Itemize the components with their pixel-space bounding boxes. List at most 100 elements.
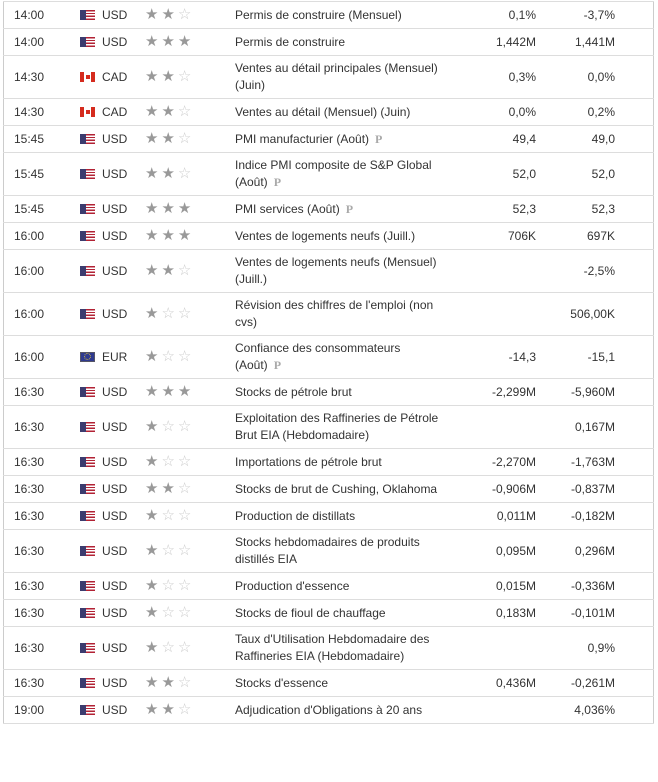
event-previous: 0,296M: [536, 529, 654, 573]
event-time: 16:00: [3, 222, 80, 250]
event-name-link[interactable]: Taux d'Utilisation Hebdomadaire des Raff…: [235, 632, 430, 663]
event-name-link[interactable]: Ventes au détail principales (Mensuel) (…: [235, 61, 438, 92]
event-previous: -0,101M: [536, 599, 654, 627]
flag-us-icon: [80, 545, 95, 556]
currency-code: USD: [102, 228, 128, 243]
event-forecast: 0,3%: [451, 55, 536, 99]
event-row[interactable]: 14:30 CAD ★ ★ ☆ Ventes au détail (Mensuel) (J…: [3, 98, 654, 126]
event-row[interactable]: 16:30 USD ★ ★ ☆ Stocks de brut de Cushing, Ok…: [3, 475, 654, 503]
event-name-link[interactable]: Production de distillats: [235, 508, 356, 523]
event-row[interactable]: 15:45 USD ★ ★ ☆ Indice PMI composite de S&P G…: [3, 152, 654, 196]
star-filled-icon: ★: [145, 348, 159, 365]
event-name-cell: PMI services (Août) P: [235, 195, 451, 223]
currency-code: USD: [102, 263, 128, 278]
event-previous: -3,7%: [536, 1, 654, 29]
event-row[interactable]: 16:30 USD ★ ☆ ☆ Exploitation des Raffineries …: [3, 405, 654, 449]
event-previous: 0,167M: [536, 405, 654, 449]
event-name-link[interactable]: Importations de pétrole brut: [235, 454, 382, 469]
event-currency: CAD: [80, 98, 145, 126]
event-currency: USD: [80, 125, 145, 153]
event-row[interactable]: 16:00 EUR ★ ☆ ☆ Confiance des consommateurs (…: [3, 335, 654, 379]
event-name-link[interactable]: Ventes au détail (Mensuel) (Juin): [235, 104, 411, 119]
event-row[interactable]: 14:00 USD ★ ★ ☆ Permis de construire (Mensuel…: [3, 1, 654, 29]
event-row[interactable]: 16:00 USD ★ ☆ ☆ Révision des chiffres de l'em…: [3, 292, 654, 336]
event-row[interactable]: 16:30 USD ★ ☆ ☆ Stocks de fioul de chauffage 0…: [3, 599, 654, 627]
event-currency: USD: [80, 292, 145, 336]
star-filled-icon: ★: [145, 103, 159, 120]
event-row[interactable]: 16:00 USD ★ ★ ☆ Ventes de logements neufs (Me…: [3, 249, 654, 293]
event-name-cell: Stocks hebdomadaires de produits distill…: [235, 529, 451, 573]
event-name-link[interactable]: Permis de construire: [235, 34, 346, 49]
currency-code: USD: [102, 675, 128, 690]
event-name-link[interactable]: Stocks hebdomadaires de produits distill…: [235, 535, 420, 566]
event-row[interactable]: 16:30 USD ★ ☆ ☆ Stocks hebdomadaires de produ…: [3, 529, 654, 573]
event-currency: USD: [80, 1, 145, 29]
importance-stars: ★ ★ ★: [145, 378, 235, 406]
flag-ca-icon: [80, 71, 95, 82]
star-empty-icon: ☆: [161, 305, 175, 322]
flag-us-icon: [80, 133, 95, 144]
event-name-link[interactable]: Stocks d'essence: [235, 675, 329, 690]
event-name-cell: Ventes de logements neufs (Mensuel) (Jui…: [235, 249, 451, 293]
star-empty-icon: ☆: [177, 639, 192, 656]
flag-us-icon: [80, 308, 95, 319]
event-time: 15:45: [3, 125, 80, 153]
star-filled-icon: ★: [145, 674, 159, 691]
event-time: 15:45: [3, 152, 80, 196]
preliminary-icon: P: [375, 131, 383, 146]
star-filled-icon: ★: [145, 701, 159, 718]
currency-code: CAD: [102, 69, 128, 84]
star-filled-icon: ★: [177, 33, 192, 50]
event-name-link[interactable]: Ventes de logements neufs (Juill.): [235, 228, 416, 243]
event-currency: USD: [80, 696, 145, 724]
event-row[interactable]: 14:30 CAD ★ ★ ☆ Ventes au détail principales …: [3, 55, 654, 99]
event-name-link[interactable]: Stocks de fioul de chauffage: [235, 605, 386, 620]
star-empty-icon: ☆: [177, 130, 192, 147]
currency-code: CAD: [102, 104, 128, 119]
event-name-link[interactable]: PMI services (Août): [235, 201, 340, 216]
event-forecast: 49,4: [451, 125, 536, 153]
star-filled-icon: ★: [161, 701, 175, 718]
event-row[interactable]: 16:30 USD ★ ☆ ☆ Production d'essence 0,015M -0,…: [3, 572, 654, 600]
star-filled-icon: ★: [161, 480, 175, 497]
event-row[interactable]: 16:30 USD ★ ☆ ☆ Production de distillats 0,011…: [3, 502, 654, 530]
event-currency: USD: [80, 28, 145, 56]
event-forecast: [451, 626, 536, 670]
importance-stars: ★ ★ ☆: [145, 249, 235, 293]
event-row[interactable]: 16:30 USD ★ ☆ ☆ Taux d'Utilisation Hebdomadai…: [3, 626, 654, 670]
importance-stars: ★ ★ ☆: [145, 55, 235, 99]
event-time: 16:30: [3, 626, 80, 670]
event-name-cell: Stocks de fioul de chauffage: [235, 599, 451, 627]
event-row[interactable]: 14:00 USD ★ ★ ★ Permis de construire 1,442M 1,4…: [3, 28, 654, 56]
star-filled-icon: ★: [145, 130, 159, 147]
event-name-link[interactable]: Production d'essence: [235, 578, 350, 593]
event-row[interactable]: 19:00 USD ★ ★ ☆ Adjudication d'Obligations à …: [3, 696, 654, 724]
event-name-cell: Production d'essence: [235, 572, 451, 600]
event-name-link[interactable]: Stocks de pétrole brut: [235, 384, 352, 399]
event-name-link[interactable]: Confiance des consommateurs (Août): [235, 341, 401, 372]
importance-stars: ★ ★ ☆: [145, 475, 235, 503]
event-time: 16:30: [3, 502, 80, 530]
star-empty-icon: ☆: [177, 701, 192, 718]
star-filled-icon: ★: [161, 200, 175, 217]
event-name-link[interactable]: Stocks de brut de Cushing, Oklahoma: [235, 481, 438, 496]
event-row[interactable]: 16:30 USD ★ ★ ☆ Stocks d'essence 0,436M -0,261M: [3, 669, 654, 697]
event-previous: 52,3: [536, 195, 654, 223]
event-row[interactable]: 16:30 USD ★ ★ ★ Stocks de pétrole brut -2,299M…: [3, 378, 654, 406]
importance-stars: ★ ★ ★: [145, 195, 235, 223]
event-row[interactable]: 15:45 USD ★ ★ ★ PMI services (Août) P 52,3 52,3: [3, 195, 654, 223]
event-name-link[interactable]: Révision des chiffres de l'emploi (non c…: [235, 298, 434, 329]
event-name-link[interactable]: Adjudication d'Obligations à 20 ans: [235, 702, 423, 717]
event-name-link[interactable]: PMI manufacturier (Août): [235, 131, 370, 146]
event-name-cell: Permis de construire (Mensuel): [235, 1, 451, 29]
importance-stars: ★ ☆ ☆: [145, 572, 235, 600]
event-name-link[interactable]: Indice PMI composite de S&P Global (Août…: [235, 158, 432, 189]
event-row[interactable]: 15:45 USD ★ ★ ☆ PMI manufacturier (Août) P 49,4…: [3, 125, 654, 153]
event-name-link[interactable]: Permis de construire (Mensuel): [235, 7, 402, 22]
event-row[interactable]: 16:00 USD ★ ★ ★ Ventes de logements neufs (Ju…: [3, 222, 654, 250]
event-row[interactable]: 16:30 USD ★ ☆ ☆ Importations de pétrole brut -…: [3, 448, 654, 476]
event-forecast: -2,299M: [451, 378, 536, 406]
event-name-link[interactable]: Ventes de logements neufs (Mensuel) (Jui…: [235, 255, 437, 286]
currency-code: USD: [102, 605, 128, 620]
event-name-link[interactable]: Exploitation des Raffineries de Pétrole …: [235, 411, 439, 442]
